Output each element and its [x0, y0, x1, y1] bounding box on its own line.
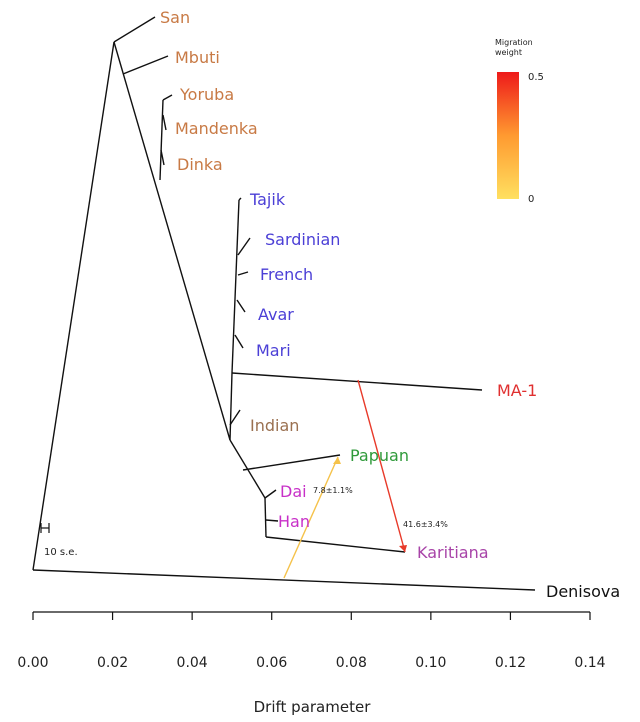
leaf-label-yoruba: Yoruba [179, 85, 234, 104]
x-tick-label: 0.14 [574, 655, 605, 671]
branch-papuan [242, 454, 341, 471]
branch-yoruba [162, 94, 173, 101]
x-tick-label: 0.08 [336, 655, 367, 671]
leaf-labels: San Mbuti Yoruba Mandenka Dinka Tajik Sa… [160, 8, 620, 601]
scale-bar-label: 10 s.e. [44, 547, 78, 558]
migration-arrowhead-karitiana [399, 545, 407, 552]
leaf-label-han: Han [278, 512, 310, 531]
x-tick-label: 0.10 [415, 655, 446, 671]
branch-dai [264, 489, 277, 499]
branch-european-stem [231, 199, 240, 374]
leaf-label-mbuti: Mbuti [175, 48, 220, 67]
leaf-label-dai: Dai [280, 482, 307, 501]
x-tick-label: 0.00 [17, 655, 48, 671]
legend-title-line1: Migration [495, 38, 533, 47]
x-axis-title: Drift parameter [254, 698, 372, 716]
x-axis: 0.00 0.02 0.04 0.06 0.08 0.10 0.12 0.14 Drift p… [17, 611, 606, 716]
leaf-label-papuan: Papuan [350, 446, 409, 465]
branch-dinka [160, 149, 165, 166]
migration-edge-ma1-karitiana [357, 379, 406, 553]
migration-label-papuan: 7.8±1.1% [313, 486, 353, 495]
branch-root-to-human [32, 41, 115, 571]
scale-bar [40, 523, 50, 533]
leaf-label-avar: Avar [258, 305, 294, 324]
migration-legend: Migration weight 0.5 0 [495, 38, 544, 205]
branch-tajik [238, 197, 242, 201]
leaf-label-tajik: Tajik [249, 190, 286, 209]
branch-mari [234, 334, 244, 349]
branch-non-african [229, 372, 233, 441]
leaf-label-denisova: Denisova [546, 582, 620, 601]
leaf-label-san: San [160, 8, 190, 27]
x-tick-label: 0.06 [256, 655, 287, 671]
leaf-label-mari: Mari [256, 341, 291, 360]
leaf-label-mandenka: Mandenka [175, 119, 258, 138]
legend-title-line2: weight [495, 48, 522, 57]
branch-avar [236, 299, 246, 313]
leaf-label-karitiana: Karitiana [417, 543, 489, 562]
legend-max-label: 0.5 [528, 72, 544, 83]
branch-indian [229, 409, 241, 426]
leaf-label-indian: Indian [250, 416, 299, 435]
branch-root-to-denisova [32, 569, 536, 591]
migration-arrowhead-papuan [333, 457, 341, 464]
legend-min-label: 0 [528, 194, 534, 205]
branch-french [237, 271, 249, 276]
branch-sardinian [237, 237, 251, 256]
tree-branches [32, 16, 536, 591]
branch-han [265, 519, 279, 522]
x-tick-label: 0.12 [495, 655, 526, 671]
branch-ma1 [231, 372, 483, 391]
x-tick-label: 0.02 [97, 655, 128, 671]
leaf-label-french: French [260, 265, 313, 284]
branch-human-stem [113, 41, 231, 441]
branch-mandenka [162, 114, 167, 131]
migration-edges [283, 379, 407, 579]
branch-san [113, 16, 156, 43]
branch-karitiana [265, 536, 406, 553]
migration-edge-papuan-denisova [283, 456, 339, 579]
x-tick-label: 0.04 [177, 655, 208, 671]
leaf-label-ma-1: MA-1 [497, 381, 537, 400]
migration-label-karitiana: 41.6±3.4% [403, 520, 448, 529]
branch-mbuti [122, 55, 169, 75]
legend-color-gradient [497, 72, 519, 199]
branch-west-african [159, 99, 164, 181]
branch-east-asian [264, 497, 267, 538]
leaf-label-sardinian: Sardinian [265, 230, 340, 249]
leaf-label-dinka: Dinka [177, 155, 223, 174]
x-ticks: 0.00 0.02 0.04 0.06 0.08 0.10 0.12 0.14 [17, 612, 606, 671]
